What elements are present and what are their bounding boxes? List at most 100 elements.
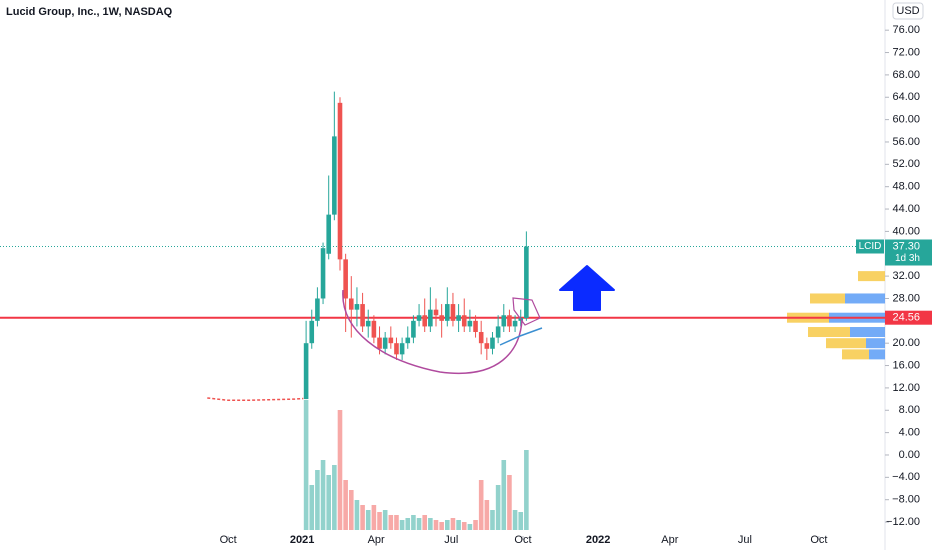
volume-bar	[360, 505, 365, 530]
x-tick-label: 2021	[290, 534, 314, 546]
candle-body	[326, 214, 331, 254]
volume-bar	[456, 520, 461, 530]
volume-bar	[332, 465, 337, 530]
symbol-label: LCID	[859, 241, 882, 252]
volume-bar	[416, 518, 422, 530]
volume-bar	[450, 518, 456, 530]
volume-bar	[495, 485, 501, 530]
candle-body	[337, 102, 343, 260]
volume-bar	[524, 450, 529, 530]
volume-bar	[501, 460, 507, 530]
candle-body	[484, 343, 490, 349]
candle-body	[348, 298, 354, 310]
y-tick-label: −8.00	[892, 494, 920, 506]
candle-body	[507, 315, 512, 327]
currency-box[interactable]	[892, 2, 924, 20]
volume-bar	[439, 522, 444, 530]
profile-up	[842, 349, 869, 360]
volume-bar	[303, 400, 309, 530]
candle-body	[422, 315, 428, 327]
volume-bar	[315, 470, 320, 530]
candle-body	[416, 315, 422, 321]
countdown-label: 1d 3h	[895, 253, 920, 264]
x-tick-label: 2022	[586, 534, 610, 546]
volume-bar	[348, 490, 354, 530]
volume-bar	[354, 500, 360, 530]
profile-up	[858, 271, 885, 282]
y-tick-label: 4.00	[899, 427, 920, 439]
last-price-label: 37.30	[892, 240, 920, 252]
y-tick-label: −12.00	[886, 516, 920, 528]
volume-bar	[507, 475, 512, 530]
candle-body	[433, 309, 439, 316]
symbol-tag	[856, 239, 884, 254]
volume-bar	[490, 510, 495, 530]
profile-up	[826, 338, 866, 349]
candle-body	[467, 320, 473, 327]
candle-body	[320, 248, 326, 299]
last-price-tag	[885, 239, 932, 266]
candle-body	[382, 337, 388, 349]
y-tick-label: 48.00	[892, 181, 920, 193]
volume-bar	[320, 460, 326, 530]
y-tick-label: 28.00	[892, 292, 920, 304]
candle-body	[461, 315, 467, 327]
candle-body	[473, 320, 478, 333]
x-tick-label: Jul	[738, 534, 752, 546]
volume-bar	[365, 510, 371, 530]
candle-body	[377, 337, 382, 349]
candle-body	[343, 259, 348, 299]
currency[interactable]: USD	[896, 5, 919, 17]
candle-body	[388, 337, 394, 344]
candle-body	[365, 320, 371, 327]
y-tick-label: 16.00	[892, 359, 920, 371]
volume-bar	[343, 480, 348, 530]
candle-body	[315, 298, 320, 321]
candle-body	[360, 304, 365, 327]
profile-down	[866, 338, 885, 349]
volume-bar	[399, 520, 405, 530]
volume-bar	[377, 512, 382, 530]
profile-down	[850, 327, 885, 338]
y-tick-label: 68.00	[892, 69, 920, 81]
volume-bar	[467, 524, 473, 530]
candle-body	[512, 320, 518, 327]
x-tick-label: Apr	[368, 534, 385, 546]
profile-up	[810, 293, 845, 304]
y-tick-label: 72.00	[892, 46, 920, 58]
y-tick-label: −4.00	[892, 471, 920, 483]
profile-down	[845, 293, 885, 304]
candle-body	[478, 332, 484, 344]
y-tick-label: 0.00	[899, 449, 920, 461]
candle-body	[394, 343, 399, 355]
y-tick-label: 40.00	[892, 225, 920, 237]
y-tick-label: 32.00	[892, 270, 920, 282]
x-tick-label: Apr	[661, 534, 678, 546]
volume-bar	[394, 515, 399, 530]
volume-bar	[382, 510, 388, 530]
x-tick-label: Oct	[220, 534, 237, 546]
chart-title: Lucid Group, Inc., 1W, NASDAQ	[6, 6, 173, 18]
volume-bar	[371, 505, 377, 530]
y-tick-label: 8.00	[899, 404, 920, 416]
y-tick-label: 20.00	[892, 337, 920, 349]
y-tick-label: 56.00	[892, 136, 920, 148]
candle-body	[450, 304, 456, 321]
y-tick-label: 44.00	[892, 203, 920, 215]
trend-drawing	[499, 327, 543, 346]
volume-bar	[388, 515, 394, 530]
volume-bar	[309, 485, 315, 530]
candle-body	[490, 337, 495, 349]
candle-body	[524, 246, 529, 319]
candle-body	[495, 326, 501, 338]
volume-bar	[405, 518, 411, 530]
candle-body	[354, 304, 360, 310]
candle-body	[309, 320, 315, 344]
volume-bar	[326, 475, 331, 530]
volume-bar	[461, 522, 467, 530]
volume-bar	[337, 410, 343, 530]
up-arrow	[559, 265, 615, 311]
candle-body	[501, 315, 507, 327]
volume-bar	[484, 500, 490, 530]
